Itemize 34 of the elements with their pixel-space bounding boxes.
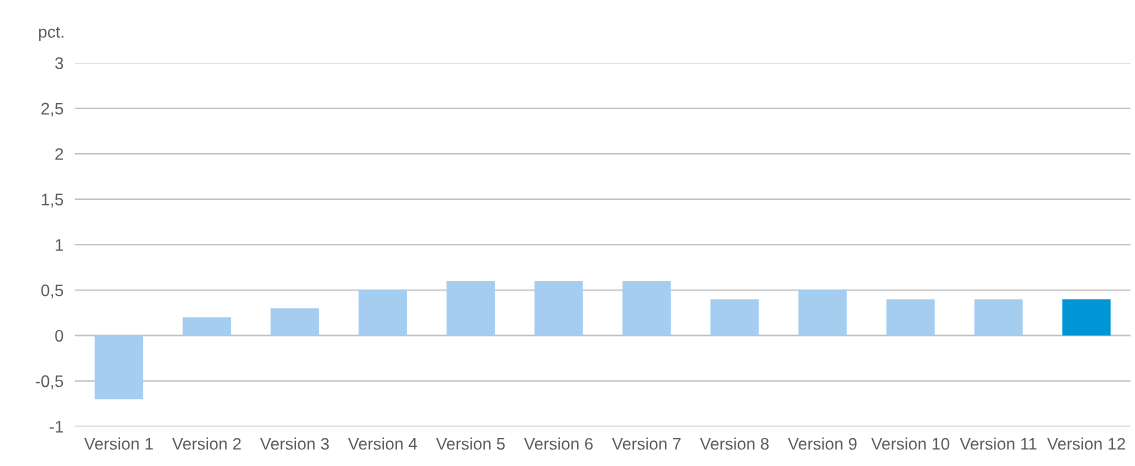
bar [1062,299,1111,336]
bar [710,299,759,336]
x-tick-label: Version 2 [172,437,241,450]
y-tick-label: 2 [55,148,63,160]
x-tick-label: Version 5 [436,437,505,450]
bar [270,308,320,336]
bar [798,290,847,336]
y-tick-label: 1,5 [41,193,64,208]
x-tick-label: Version 3 [260,437,329,450]
bar [94,335,144,400]
bar [446,281,495,336]
x-tick-label: Version 7 [611,437,681,450]
y-tick-label: -0,5 [35,375,64,390]
x-tick-label: Version 6 [524,437,593,450]
bar [534,281,583,336]
x-tick-label: Version 10 [871,437,950,450]
bar [622,281,671,336]
x-tick-label: Version 8 [699,437,769,450]
y-tick-label: 3 [55,57,64,70]
y-tick-label: -1 [49,420,63,433]
x-tick-label: Version 1 [84,437,153,450]
bar [182,317,232,336]
bar [886,299,935,336]
y-axis-title: pct. [39,26,64,42]
bar [974,299,1023,336]
x-tick-label: Version 9 [787,437,857,450]
y-tick-label: 2,5 [41,102,64,117]
x-tick-label: Version 4 [348,437,418,450]
y-tick-label: 1 [55,239,63,251]
x-tick-label: Version 11 [959,437,1037,450]
bar [358,290,407,336]
y-tick-label: 0 [55,329,64,342]
x-tick-label: Version 12 [1047,437,1126,450]
y-tick-label: 0,5 [41,284,64,299]
